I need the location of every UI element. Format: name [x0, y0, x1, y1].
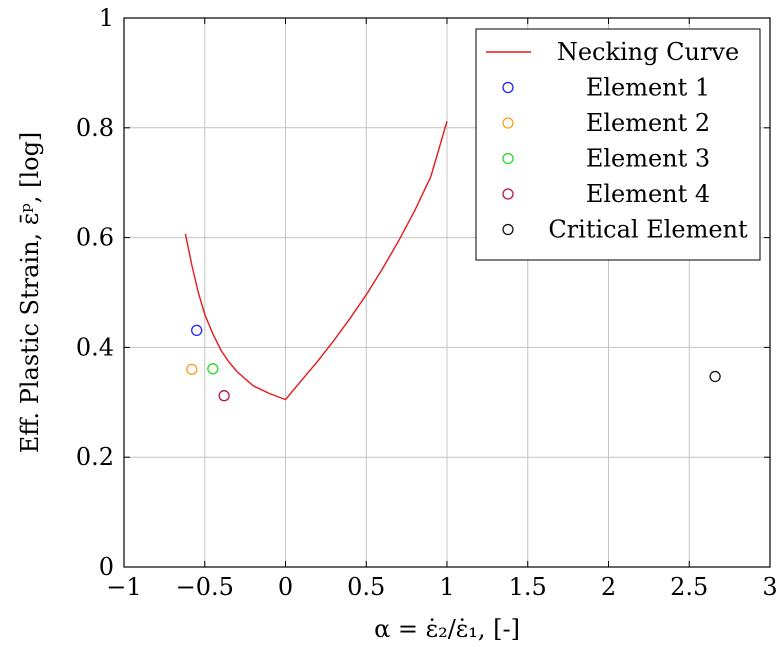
- x-tick-label: 2: [601, 573, 616, 601]
- data-point-element-3: [207, 363, 219, 375]
- y-tick-label: 0.2: [76, 443, 114, 471]
- x-tick-label: −0.5: [176, 573, 234, 601]
- data-point-element-2: [186, 363, 198, 376]
- x-tick-label: 0: [278, 573, 293, 601]
- data-point-element-4: [218, 390, 230, 402]
- legend-label-element-4: Element 4: [586, 180, 710, 208]
- y-axis-label: Eff. Plastic Strain, ε̄ᵖ, [log]: [16, 132, 44, 454]
- legend-swatch-element-1: [502, 81, 514, 94]
- series-layer: [184, 121, 721, 402]
- legend-label-element-2: Element 2: [586, 109, 710, 137]
- necking-curve-line: [184, 121, 448, 401]
- x-tick-label: −1: [106, 573, 141, 601]
- x-tick-label: 2.5: [670, 573, 708, 601]
- x-tick-label: 1: [439, 573, 454, 601]
- x-axis-label: α = ε̇₂/ε̇₁, [-]: [374, 615, 520, 643]
- legend-box: [475, 28, 761, 261]
- data-point-element-1: [191, 324, 203, 337]
- y-tick-label: 0: [99, 553, 114, 581]
- legend-swatch-critical-element: [502, 223, 514, 236]
- data-point-critical-element: [709, 370, 721, 383]
- legend-label-element-1: Element 1: [586, 74, 710, 102]
- y-tick-label: 0.4: [76, 333, 114, 361]
- x-tick-label: 1.5: [509, 573, 547, 601]
- legend-swatch-element-2: [502, 117, 514, 129]
- legend-label-necking-curve: Necking Curve: [557, 38, 739, 66]
- y-tick-label: 0.8: [76, 114, 114, 142]
- y-tick-label: 1: [99, 4, 114, 32]
- ticks: −1 −0.5 0 0.5 1 1.5 2 2.5 3 0 0.2 0.4 0.6 0.8 1: [76, 4, 778, 601]
- x-tick-label: 3: [762, 573, 777, 601]
- x-tick-label: 0.5: [347, 573, 385, 601]
- legend-label-critical-element: Critical Element: [548, 216, 748, 244]
- legend: Necking Curve Element 1 Element 2 Element 3…: [475, 28, 761, 261]
- legend-swatch-element-4: [502, 188, 514, 200]
- legend-swatch-element-3: [502, 152, 514, 165]
- y-tick-label: 0.6: [76, 224, 114, 252]
- legend-label-element-3: Element 3: [586, 145, 710, 173]
